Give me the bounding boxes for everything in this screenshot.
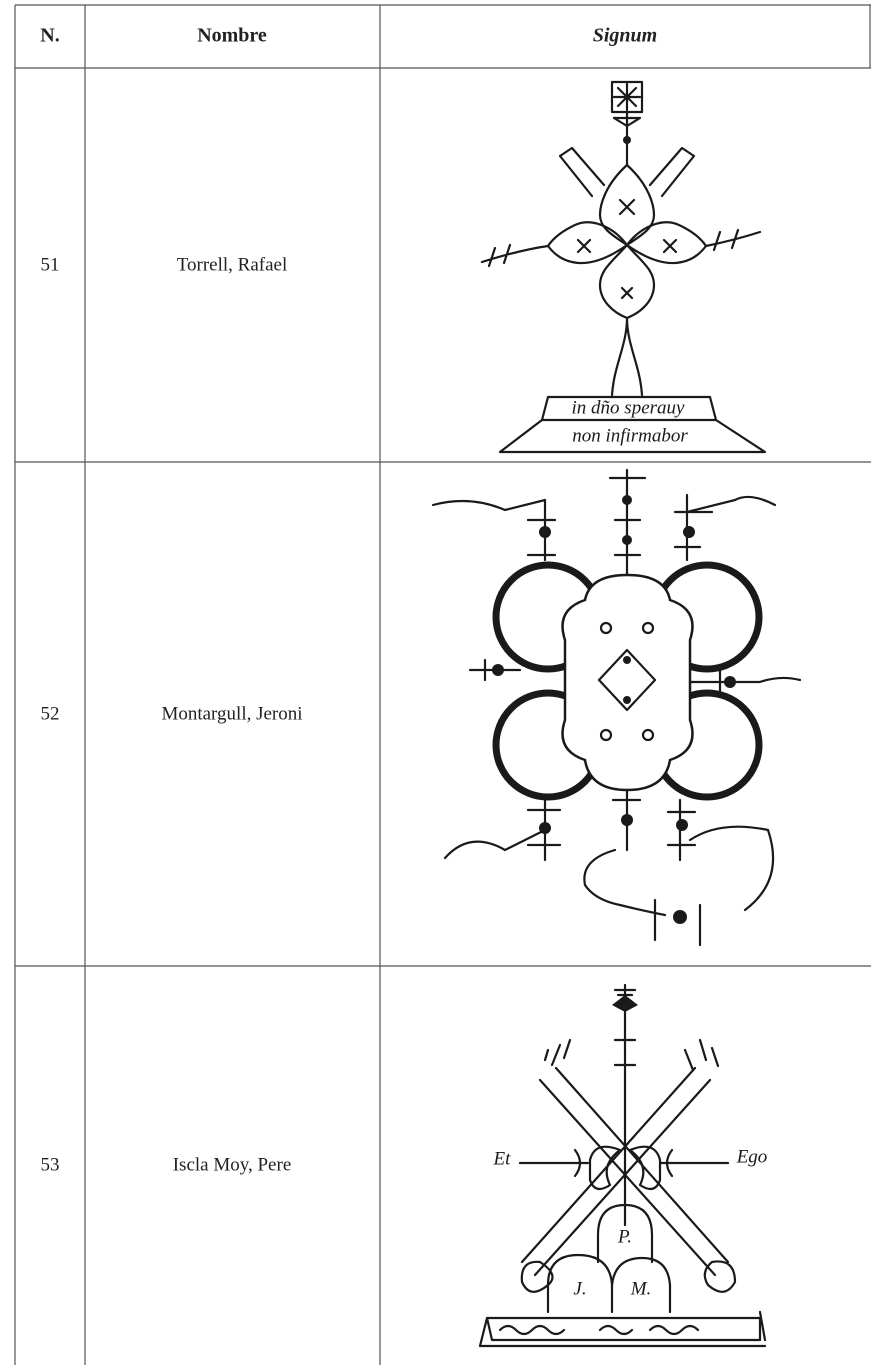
row-name: Iscla Moy, Pere <box>173 1154 292 1175</box>
row-name: Montargull, Jeroni <box>161 703 302 724</box>
header-cell: Nombre <box>197 25 267 47</box>
signum-inscription: P. <box>617 1226 632 1247</box>
row-name: Torrell, Rafael <box>177 254 288 275</box>
signum-drawing <box>431 468 802 947</box>
row-number: 52 <box>41 703 60 724</box>
signum-inscription: Ego <box>736 1146 768 1167</box>
signum-inscription: Et <box>493 1148 512 1169</box>
header-cell: Signum <box>593 25 657 47</box>
table-grid <box>14 4 871 1365</box>
header-cell: N. <box>40 25 59 47</box>
signum-inscription: non infirmabor <box>572 425 688 446</box>
signum-drawing: in dño sperauy non infirmabor <box>480 80 767 454</box>
row-number: 53 <box>41 1154 60 1175</box>
signum-inscription: J. <box>573 1278 586 1299</box>
signum-drawing: Et Ego P. J. M. <box>478 983 768 1348</box>
signum-inscription: in dño sperauy <box>572 397 686 418</box>
signum-inscription: M. <box>630 1278 652 1299</box>
row-number: 51 <box>41 254 60 275</box>
